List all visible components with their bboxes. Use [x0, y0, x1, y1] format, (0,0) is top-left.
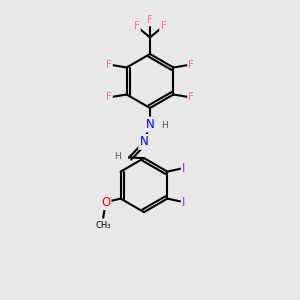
Text: F: F	[106, 59, 112, 70]
Text: I: I	[182, 196, 186, 209]
Text: H: H	[114, 152, 121, 161]
Text: F: F	[134, 21, 140, 31]
Text: CH₃: CH₃	[95, 221, 111, 230]
Text: F: F	[106, 92, 112, 103]
Text: N: N	[146, 118, 154, 131]
Text: H: H	[162, 122, 168, 130]
Text: F: F	[160, 21, 166, 31]
Text: N: N	[140, 135, 148, 148]
Text: O: O	[101, 196, 110, 209]
Text: I: I	[182, 161, 186, 175]
Text: F: F	[188, 59, 194, 70]
Text: F: F	[188, 92, 194, 103]
Text: F: F	[147, 15, 153, 25]
